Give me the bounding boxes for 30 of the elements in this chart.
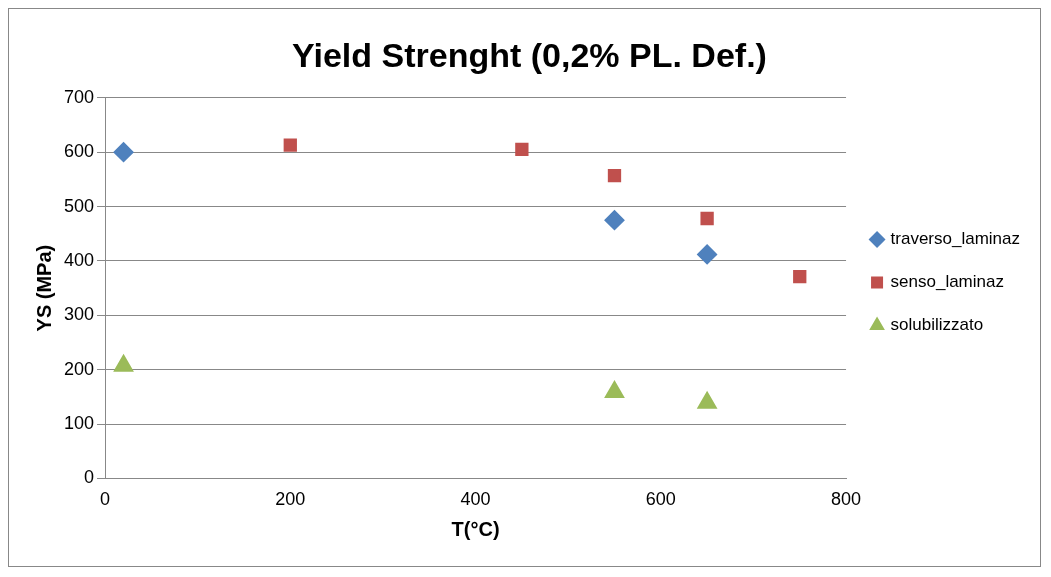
y-tick-label: 400 bbox=[63, 249, 95, 270]
point bbox=[700, 211, 714, 226]
y-tick-label: 200 bbox=[63, 358, 95, 379]
legend-label: solubilizzato bbox=[890, 315, 984, 335]
point bbox=[515, 142, 529, 157]
x-tick-label: 0 bbox=[100, 489, 111, 510]
point bbox=[113, 354, 134, 372]
legend-label: senso_laminaz bbox=[890, 272, 1004, 292]
x-axis-title: T(°C) bbox=[451, 517, 500, 540]
y-tick-label: 700 bbox=[63, 86, 95, 107]
y-tick-label: 600 bbox=[63, 141, 95, 162]
point bbox=[604, 210, 625, 231]
y-tick-label: 500 bbox=[63, 195, 95, 216]
y-tick-label: 300 bbox=[63, 304, 95, 325]
x-tick-label: 400 bbox=[460, 489, 491, 510]
point bbox=[113, 142, 134, 163]
point bbox=[697, 391, 717, 409]
y-tick-label: 0 bbox=[84, 467, 95, 488]
legend-label: traverso_laminaz bbox=[890, 229, 1021, 249]
point bbox=[607, 168, 622, 183]
y-axis-title: YS (MPa) bbox=[32, 244, 55, 332]
x-tick-label: 800 bbox=[831, 489, 862, 510]
x-tick-label: 200 bbox=[275, 489, 306, 510]
y-tick-label: 100 bbox=[63, 413, 95, 433]
x-tick-label: 600 bbox=[645, 489, 676, 510]
point bbox=[283, 138, 297, 152]
point bbox=[697, 244, 718, 265]
point bbox=[793, 270, 807, 284]
point bbox=[604, 380, 625, 398]
chart-title: Yield Strenght (0,2% PL. Def.) bbox=[292, 35, 767, 74]
